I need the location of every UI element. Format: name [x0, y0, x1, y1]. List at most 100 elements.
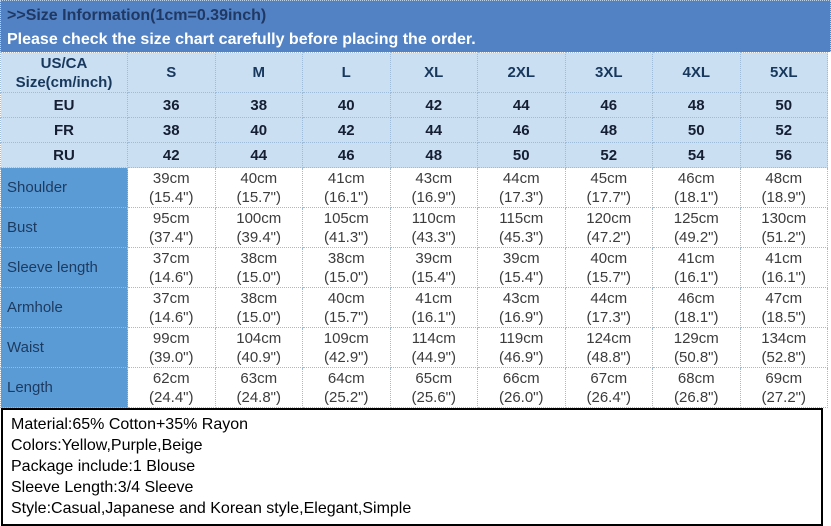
measurement-row-label: Length [0, 367, 128, 408]
corner-header-line2: Size(cm/inch) [15, 73, 113, 91]
banner-title: >>Size Information(1cm=0.39inch) [7, 7, 267, 24]
region-value-cell: 50 [739, 92, 828, 118]
measurement-value-cell: 64cm (25.2") [302, 367, 391, 408]
region-value-cell: 46 [564, 92, 653, 118]
measurement-cm-value: 63cm [240, 369, 278, 387]
measurement-cm-value: 46cm [677, 169, 715, 187]
region-row-label: FR [0, 117, 128, 143]
product-detail-line: Sleeve Length:3/4 Sleeve [11, 479, 194, 496]
measurement-inch-value: (46.9") [498, 348, 544, 366]
measurement-inch-value: (15.7") [586, 268, 631, 286]
measurement-cm-value: 41cm [765, 249, 803, 267]
size-table-body: EU 36 38 40 42 44 46 48 50 FR 38 40 42 44 46 48 50 52 RU 42… [0, 92, 828, 408]
measurement-inch-value: (49.2") [673, 228, 719, 246]
measurement-cm-value: 120cm [586, 209, 632, 227]
measurement-value-cell: 62cm (24.4") [127, 367, 216, 408]
measurement-value-cell: 43cm (16.9") [389, 167, 478, 208]
measurement-cm-value: 114cm [411, 329, 456, 347]
measurement-cm-value: 41cm [677, 249, 715, 267]
size-column-header: S [127, 52, 216, 93]
measurement-value-cell: 46cm (18.1") [652, 167, 741, 208]
measurement-cm-value: 39cm [415, 249, 453, 267]
measurement-cm-value: 119cm [499, 329, 544, 347]
measurement-inch-value: (26.8") [673, 388, 719, 406]
measurement-value-cell: 38cm (15.0") [214, 247, 303, 288]
region-value-cell: 52 [564, 142, 653, 168]
measurement-row-label: Armhole [0, 287, 128, 328]
measurement-value-cell: 63cm (24.8") [214, 367, 303, 408]
measurement-inch-value: (18.1") [673, 308, 719, 326]
measurement-value-cell: 38cm (15.0") [302, 247, 391, 288]
measurement-cm-value: 43cm [415, 169, 453, 187]
region-row-label: EU [0, 92, 128, 118]
region-value-cell: 48 [652, 92, 741, 118]
measurement-cm-value: 95cm [152, 209, 190, 227]
measurement-row-label: Sleeve length [0, 247, 128, 288]
measurement-inch-value: (16.9") [498, 308, 544, 326]
measurement-value-cell: 67cm (26.4") [564, 367, 653, 408]
measurement-cm-value: 104cm [236, 329, 282, 347]
measurement-inch-value: (18.1") [673, 188, 719, 206]
measurement-value-cell: 39cm (15.4") [389, 247, 478, 288]
measurement-value-cell: 38cm (15.0") [214, 287, 303, 328]
measurement-value-cell: 95cm (37.4") [127, 207, 216, 248]
measurement-cm-value: 43cm [502, 289, 540, 307]
measurement-inch-value: (16.1") [761, 268, 806, 286]
measurement-cm-value: 134cm [761, 329, 807, 347]
measurement-value-cell: 134cm (52.8") [739, 327, 828, 368]
measurement-cm-value: 99cm [152, 329, 190, 347]
measurement-value-cell: 41cm (16.1") [652, 247, 741, 288]
measurement-inch-value: (39.0") [148, 348, 194, 366]
measurement-value-cell: 40cm (15.7") [302, 287, 391, 328]
measurement-cm-value: 62cm [152, 369, 190, 387]
measurement-row: Waist 99cm (39.0") 104cm (40.9") 109cm (42.9")… [0, 327, 828, 368]
region-value-cell: 42 [127, 142, 216, 168]
measurement-cm-value: 129cm [673, 329, 719, 347]
measurement-value-cell: 114cm (44.9") [389, 327, 478, 368]
measurement-cm-value: 40cm [327, 289, 365, 307]
size-table-header-row: US/CA Size(cm/inch) S M L XL 2XL 3XL 4XL 5XL [0, 52, 828, 93]
measurement-inch-value: (15.0") [323, 268, 369, 286]
measurement-row: Bust 95cm (37.4") 100cm (39.4") 105cm (41.3") 1… [0, 207, 828, 248]
measurement-value-cell: 99cm (39.0") [127, 327, 216, 368]
measurement-value-cell: 37cm (14.6") [127, 287, 216, 328]
region-value-cell: 56 [739, 142, 828, 168]
region-row-label: RU [0, 142, 128, 168]
measurement-cm-value: 110cm [411, 209, 456, 227]
measurement-inch-value: (18.5") [761, 308, 806, 326]
measurement-inch-value: (17.3") [586, 308, 631, 326]
measurement-row-label: Waist [0, 327, 128, 368]
region-value-cell: 38 [214, 92, 303, 118]
measurement-cm-value: 41cm [327, 169, 365, 187]
measurement-inch-value: (15.4") [148, 188, 194, 206]
measurement-value-cell: 125cm (49.2") [652, 207, 741, 248]
measurement-inch-value: (25.6") [411, 388, 456, 406]
measurement-inch-value: (15.4") [411, 268, 456, 286]
measurement-cm-value: 41cm [415, 289, 453, 307]
size-column-header: 4XL [652, 52, 741, 93]
region-value-cell: 46 [477, 117, 566, 143]
size-column-header: 5XL [739, 52, 828, 93]
region-value-cell: 44 [389, 117, 478, 143]
measurement-cm-value: 67cm [590, 369, 628, 387]
region-value-cell: 48 [389, 142, 478, 168]
measurement-cm-value: 39cm [502, 249, 540, 267]
measurement-row-label: Bust [0, 207, 128, 248]
measurement-value-cell: 105cm (41.3") [302, 207, 391, 248]
measurement-inch-value: (47.2") [586, 228, 631, 246]
measurement-inch-value: (25.2") [323, 388, 369, 406]
measurement-inch-value: (44.9") [411, 348, 456, 366]
size-info-banner: >>Size Information(1cm=0.39inch) Please … [0, 0, 831, 52]
measurement-inch-value: (16.1") [673, 268, 719, 286]
measurement-inch-value: (42.9") [323, 348, 369, 366]
measurement-value-cell: 44cm (17.3") [564, 287, 653, 328]
measurement-value-cell: 40cm (15.7") [214, 167, 303, 208]
size-table: US/CA Size(cm/inch) S M L XL 2XL 3XL 4XL 5XL EU 36… [0, 52, 828, 408]
measurement-value-cell: 100cm (39.4") [214, 207, 303, 248]
size-column-header: XL [389, 52, 478, 93]
measurement-inch-value: (27.2") [761, 388, 806, 406]
measurement-inch-value: (52.8") [761, 348, 806, 366]
measurement-cm-value: 115cm [499, 209, 544, 227]
banner-subtitle: Please check the size chart carefully be… [7, 31, 476, 48]
